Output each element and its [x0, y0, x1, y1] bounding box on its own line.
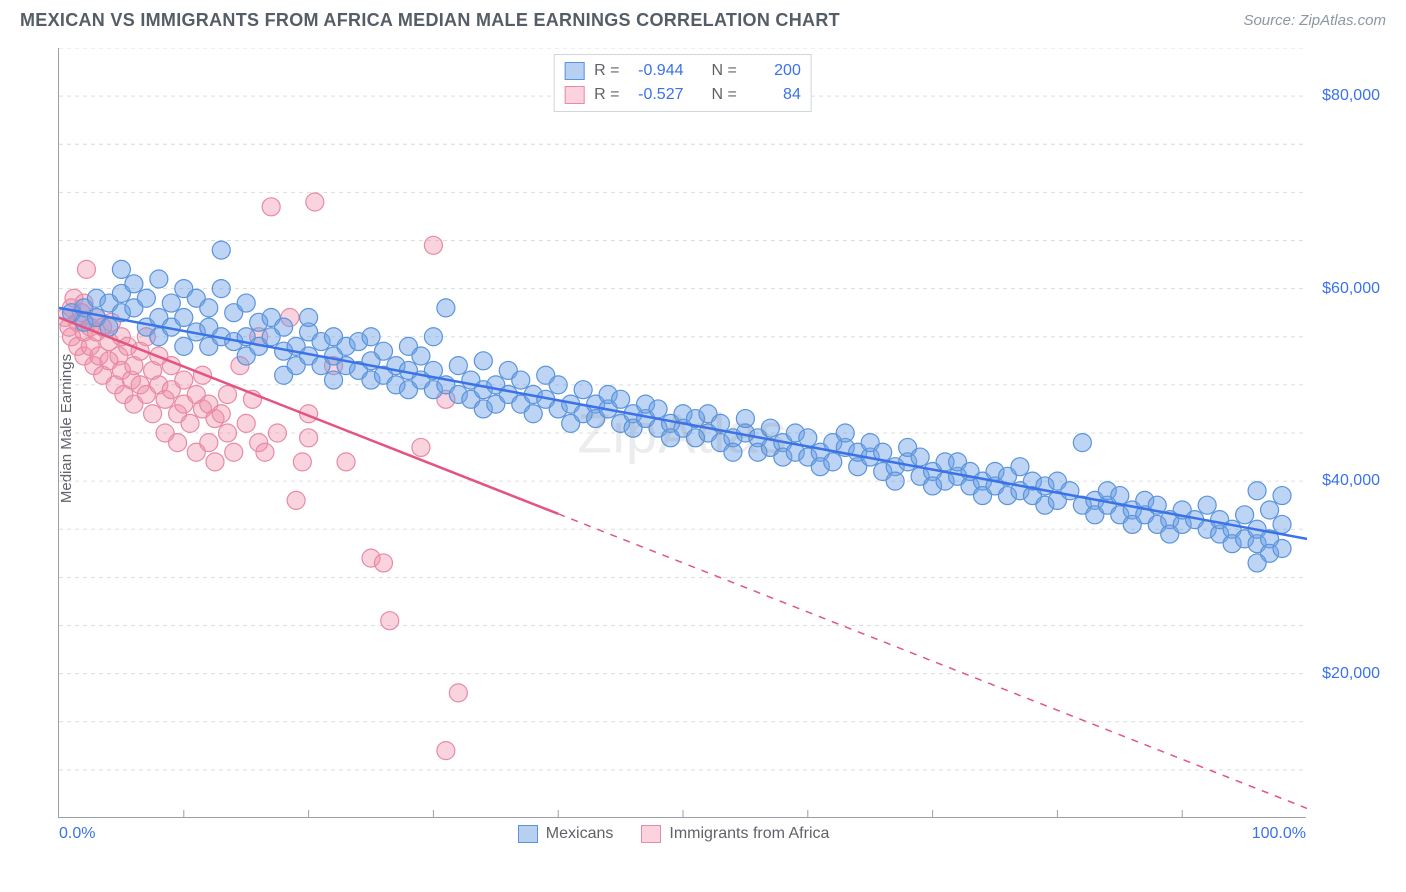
legend-item-pink: Immigrants from Africa [641, 825, 829, 843]
legend-item-blue: Mexicans [518, 825, 614, 843]
stat-r-blue: -0.944 [630, 59, 684, 83]
y-tick-label: $80,000 [1322, 87, 1380, 105]
series-legend: Mexicans Immigrants from Africa [518, 825, 830, 843]
stats-row-blue: R = -0.944 N = 200 [564, 59, 801, 83]
stat-r-label: R = [594, 59, 619, 83]
x-min-label: 0.0% [59, 825, 95, 843]
chart-title: MEXICAN VS IMMIGRANTS FROM AFRICA MEDIAN… [20, 10, 840, 31]
legend-label-pink: Immigrants from Africa [669, 825, 829, 843]
plot-svg [59, 48, 1307, 818]
swatch-pink [564, 86, 584, 104]
stat-n-label: N = [712, 83, 737, 107]
stat-n-blue: 200 [747, 59, 801, 83]
y-tick-label: $60,000 [1322, 280, 1380, 298]
stats-legend-box: R = -0.944 N = 200 R = -0.527 N = 84 [553, 54, 812, 112]
legend-swatch-blue [518, 825, 538, 843]
stat-n-label: N = [712, 59, 737, 83]
y-tick-label: $40,000 [1322, 472, 1380, 490]
source-label: Source: ZipAtlas.com [1243, 12, 1386, 29]
swatch-blue [564, 62, 584, 80]
plot-area: ZipAtlas R = -0.944 N = 200 R = -0.527 N… [58, 48, 1306, 818]
x-max-label: 100.0% [1252, 825, 1306, 843]
x-axis-footer: 0.0% Mexicans Immigrants from Africa 100… [59, 825, 1306, 843]
stat-r-pink: -0.527 [630, 83, 684, 107]
legend-label-blue: Mexicans [546, 825, 614, 843]
legend-swatch-pink [641, 825, 661, 843]
y-tick-label: $20,000 [1322, 665, 1380, 683]
stat-n-pink: 84 [747, 83, 801, 107]
stats-row-pink: R = -0.527 N = 84 [564, 83, 801, 107]
stat-r-label: R = [594, 83, 619, 107]
